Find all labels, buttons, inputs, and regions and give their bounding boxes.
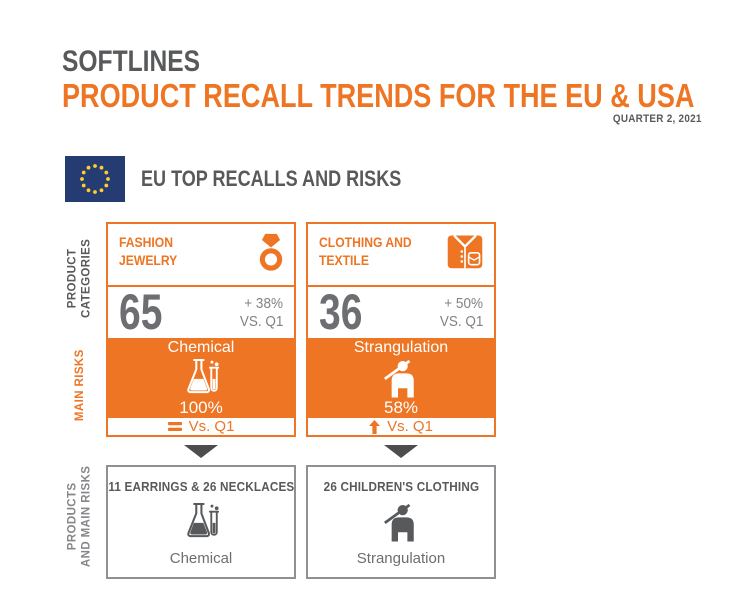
- main-risk-block: Chemical 100%: [108, 338, 294, 418]
- recall-count-row: 36 + 50% VS. Q1: [308, 285, 494, 338]
- ring-icon: [257, 231, 285, 282]
- risk-share: 58%: [383, 397, 419, 417]
- recall-count: 36: [319, 284, 363, 341]
- kicker: SOFTLINES: [62, 45, 201, 78]
- detail-risk: Strangulation: [356, 550, 446, 567]
- category-header: FASHION JEWELRY: [108, 224, 294, 285]
- recall-change: + 50% VS. Q1: [439, 294, 483, 330]
- detail-title: 11 EARRINGS & 26 NECKLACES: [107, 479, 295, 494]
- risk-name: Chemical: [167, 339, 235, 357]
- up-arrow-icon: [369, 419, 381, 434]
- eu-flag-icon: [65, 156, 125, 202]
- main-risk-block: Strangulation 58%: [308, 338, 494, 418]
- equals-icon: [167, 421, 182, 432]
- period-label: QUARTER 2, 2021: [613, 113, 702, 125]
- risk-trend-row: Vs. Q1: [308, 418, 494, 435]
- shirt-icon: [445, 231, 485, 282]
- detail-card: 11 EARRINGS & 26 NECKLACES Chemical: [106, 465, 296, 579]
- risk-name: Strangulation: [353, 339, 449, 357]
- column-fashion-jewelry: FASHION JEWELRY 65 + 38% VS. Q1: [106, 222, 296, 579]
- down-arrow-icon: [384, 445, 418, 458]
- section-title: EU TOP RECALLS AND RISKS: [141, 166, 402, 191]
- category-title: FASHION JEWELRY: [119, 235, 178, 268]
- risk-share: 100%: [179, 397, 223, 417]
- category-title: CLOTHING AND TEXTILE: [319, 235, 412, 268]
- cards-area: FASHION JEWELRY 65 + 38% VS. Q1: [106, 222, 496, 579]
- side-label-product-categories: PRODUCT CATEGORIES: [66, 238, 93, 318]
- category-card: CLOTHING AND TEXTILE: [306, 222, 496, 437]
- risk-trend-row: Vs. Q1: [108, 418, 294, 435]
- recall-change: + 38% VS. Q1: [239, 294, 283, 330]
- risk-trend-label: Vs. Q1: [188, 418, 235, 435]
- detail-risk: Chemical: [169, 550, 233, 567]
- masthead: SOFTLINES PRODUCT RECALL TRENDS FOR THE …: [62, 46, 749, 113]
- section-heading: EU TOP RECALLS AND RISKS: [65, 156, 458, 202]
- column-clothing-textile: CLOTHING AND TEXTILE: [306, 222, 496, 579]
- strangulation-icon: [384, 358, 418, 398]
- risk-trend-label: Vs. Q1: [387, 418, 433, 435]
- recall-count-row: 65 + 38% VS. Q1: [108, 285, 294, 338]
- category-card: FASHION JEWELRY 65 + 38% VS. Q1: [106, 222, 296, 437]
- side-label-products-and-main-risks: PRODUCTS AND MAIN RISKS: [66, 465, 93, 568]
- strangulation-icon: [384, 494, 418, 550]
- down-arrow-icon: [184, 445, 218, 458]
- category-header: CLOTHING AND TEXTILE: [308, 224, 494, 285]
- flask-icon: [183, 494, 219, 550]
- detail-card: 26 CHILDREN'S CLOTHING Strangulation: [306, 465, 496, 579]
- flask-icon: [183, 358, 219, 398]
- page-title: PRODUCT RECALL TRENDS FOR THE EU & USA: [62, 76, 695, 114]
- side-label-main-risks: MAIN RISKS: [73, 349, 86, 422]
- detail-title: 26 CHILDREN'S CLOTHING: [323, 479, 479, 494]
- recall-count: 65: [119, 284, 163, 341]
